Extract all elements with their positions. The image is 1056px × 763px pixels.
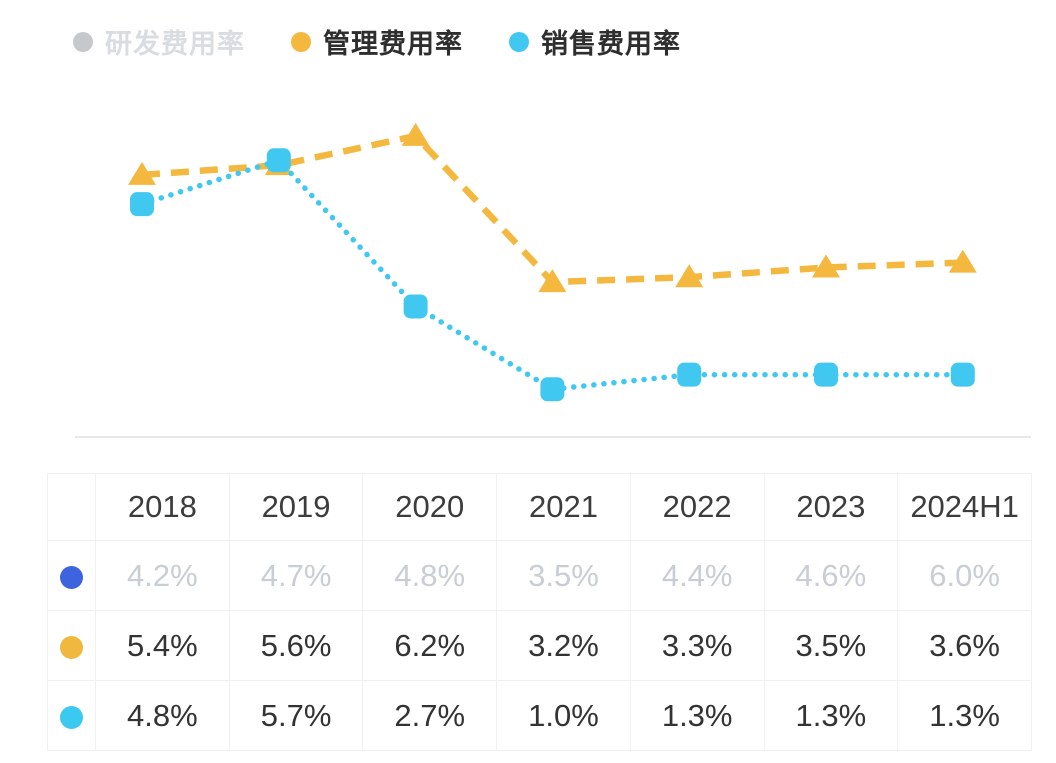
- table-header-cell: 2024H1: [897, 473, 1032, 541]
- marker-triangle-admin: [948, 249, 977, 273]
- table-row-rd: 4.2% 4.7% 4.8% 3.5% 4.4% 4.6% 6.0%: [47, 540, 1032, 611]
- legend-item-rd[interactable]: 研发费用率: [73, 22, 245, 61]
- table-header-row: 2018 2019 2020 2021 2022 2023 2024H1: [47, 473, 1032, 541]
- table-cell: 2.7%: [362, 680, 498, 751]
- series-dot-admin: [60, 635, 83, 659]
- table-cell: 5.7%: [228, 680, 364, 751]
- legend-label-admin: 管理费用率: [323, 29, 463, 59]
- series-dot-rd: [60, 565, 83, 589]
- table-cell: 4.7%: [228, 540, 364, 611]
- legend-label-sales: 销售费用率: [541, 29, 681, 59]
- marker-triangle-admin: [401, 122, 430, 146]
- table-cell: 6.2%: [362, 610, 498, 681]
- chart-legend: 研发费用率 管理费用率 销售费用率: [73, 22, 681, 61]
- data-table: 2018 2019 2020 2021 2022 2023 2024H1 4.2% 4.7% 4…: [47, 473, 1032, 751]
- table-cell: 6.0%: [897, 540, 1032, 611]
- table-cell: 5.4%: [95, 610, 230, 681]
- table-body: 4.2% 4.7% 4.8% 3.5% 4.4% 4.6% 6.0% 5.4% 5.6% 6.2%…: [47, 540, 1032, 751]
- marker-square-sales: [540, 377, 565, 402]
- table-cell: 1.3%: [763, 680, 899, 751]
- table-cell: 4.8%: [362, 540, 498, 611]
- legend-item-sales[interactable]: 销售费用率: [509, 22, 681, 61]
- table-cell: 3.5%: [763, 610, 899, 681]
- table-cell: 4.8%: [95, 680, 230, 751]
- table-header-cell: 2018: [95, 473, 230, 541]
- marker-triangle-admin: [538, 269, 567, 293]
- marker-triangle-admin: [128, 161, 156, 185]
- marker-square-sales: [266, 148, 291, 173]
- marker-square-sales: [130, 192, 154, 217]
- table-header-cell: 2019: [228, 473, 364, 541]
- line-chart: [75, 122, 1031, 438]
- table-cell: 3.5%: [496, 540, 631, 611]
- table-cell: 5.6%: [228, 610, 364, 681]
- series-dot-cell-sales: [47, 680, 96, 751]
- table-header-cell: 2023: [763, 473, 899, 541]
- table-cell: 1.3%: [897, 680, 1032, 751]
- legend-item-admin[interactable]: 管理费用率: [291, 22, 463, 61]
- series-dot-cell-admin: [47, 610, 96, 681]
- table-cell: 1.3%: [629, 680, 765, 751]
- marker-square-sales: [677, 362, 702, 387]
- marker-triangle-admin: [675, 264, 704, 288]
- marker-square-sales: [403, 294, 428, 319]
- table-cell: 4.6%: [763, 540, 899, 611]
- table-cell: 4.2%: [95, 540, 230, 611]
- legend-dot-admin: [291, 31, 311, 52]
- legend-dot-rd: [73, 31, 93, 52]
- table-header-cell: 2021: [496, 473, 631, 541]
- marker-square-sales: [950, 362, 975, 387]
- legend-label-rd: 研发费用率: [105, 29, 245, 59]
- table-cell: 4.4%: [629, 540, 765, 611]
- table-cell: 1.0%: [496, 680, 631, 751]
- series-dot-cell-rd: [47, 540, 96, 611]
- table-header-cell-empty: [47, 473, 96, 541]
- table-header-cell: 2020: [362, 473, 498, 541]
- table-row-admin: 5.4% 5.6% 6.2% 3.2% 3.3% 3.5% 3.6%: [47, 610, 1032, 681]
- table-cell: 3.3%: [629, 610, 765, 681]
- table-header: 2018 2019 2020 2021 2022 2023 2024H1: [47, 473, 1032, 541]
- data-table-grid: 2018 2019 2020 2021 2022 2023 2024H1 4.2% 4.7% 4…: [47, 473, 1032, 751]
- table-cell: 3.6%: [897, 610, 1032, 681]
- table-cell: 3.2%: [496, 610, 631, 681]
- table-header-cell: 2022: [629, 473, 765, 541]
- legend-dot-sales: [509, 31, 529, 52]
- series-dot-sales: [60, 705, 83, 729]
- marker-square-sales: [814, 362, 838, 387]
- table-row-sales: 4.8% 5.7% 2.7% 1.0% 1.3% 1.3% 1.3%: [47, 680, 1032, 751]
- marker-triangle-admin: [812, 254, 840, 278]
- series-line-admin: [141, 132, 963, 286]
